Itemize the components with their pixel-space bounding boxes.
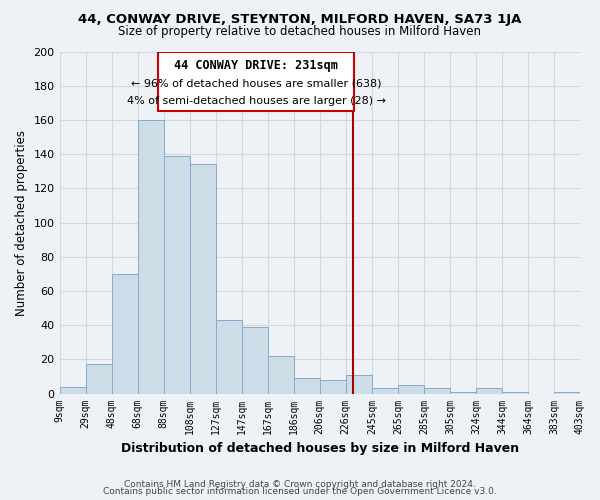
Text: 44, CONWAY DRIVE, STEYNTON, MILFORD HAVEN, SA73 1JA: 44, CONWAY DRIVE, STEYNTON, MILFORD HAVE… [79, 12, 521, 26]
Bar [450, 392, 476, 394]
Text: 44 CONWAY DRIVE: 231sqm: 44 CONWAY DRIVE: 231sqm [174, 58, 338, 71]
X-axis label: Distribution of detached houses by size in Milford Haven: Distribution of detached houses by size … [121, 442, 519, 455]
Bar [398, 385, 424, 394]
Bar [320, 380, 346, 394]
Bar [164, 156, 190, 394]
Bar [59, 386, 86, 394]
Bar [242, 327, 268, 394]
Bar [86, 364, 112, 394]
Bar [502, 392, 528, 394]
Bar [372, 388, 398, 394]
Text: Size of property relative to detached houses in Milford Haven: Size of property relative to detached ho… [119, 25, 482, 38]
Text: Contains public sector information licensed under the Open Government Licence v3: Contains public sector information licen… [103, 487, 497, 496]
FancyBboxPatch shape [158, 52, 353, 112]
Bar [424, 388, 450, 394]
Bar [476, 388, 502, 394]
Text: 4% of semi-detached houses are larger (28) →: 4% of semi-detached houses are larger (2… [127, 96, 386, 106]
Text: ← 96% of detached houses are smaller (638): ← 96% of detached houses are smaller (63… [131, 79, 381, 89]
Bar [294, 378, 320, 394]
Bar [346, 374, 372, 394]
Bar [190, 164, 215, 394]
Bar [215, 320, 242, 394]
Y-axis label: Number of detached properties: Number of detached properties [15, 130, 28, 316]
Bar [137, 120, 164, 394]
Bar [268, 356, 294, 394]
Bar [554, 392, 580, 394]
Bar [112, 274, 137, 394]
Text: Contains HM Land Registry data © Crown copyright and database right 2024.: Contains HM Land Registry data © Crown c… [124, 480, 476, 489]
